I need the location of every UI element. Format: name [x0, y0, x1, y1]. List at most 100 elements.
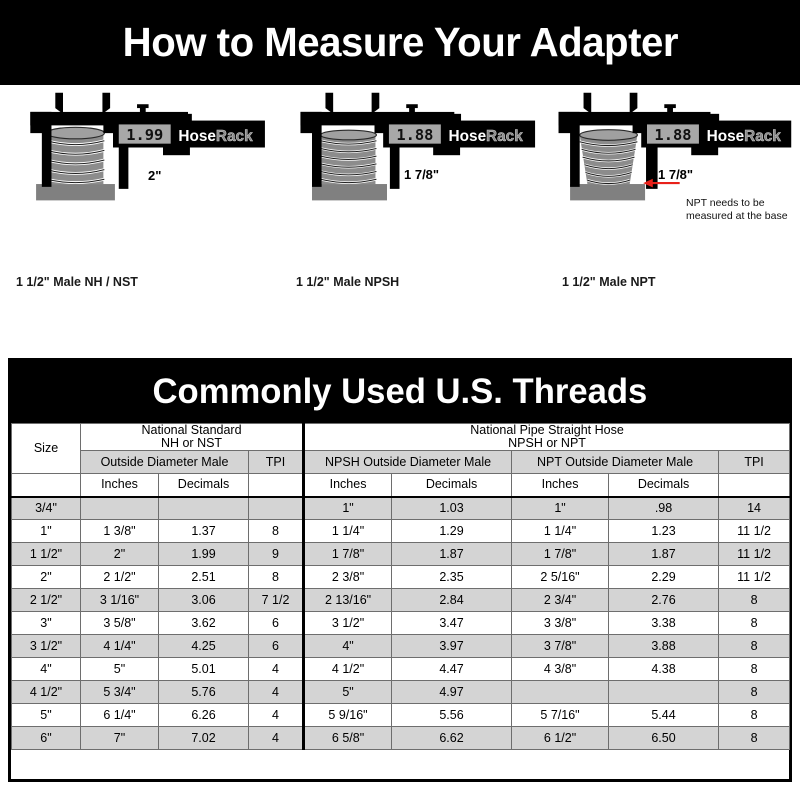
cell-nh-in: 1 3/8"	[80, 519, 159, 543]
brand-secondary: Rack	[744, 128, 781, 145]
header-npsh-od: NPSH Outside Diameter Male	[302, 450, 513, 474]
cell-npt-tpi: 11 1/2	[718, 565, 791, 589]
threads-table-section: Commonly Used U.S. Threads Size National…	[8, 358, 792, 782]
npt-note-line-2: measured at the base	[686, 210, 788, 222]
cell-size: 3"	[11, 611, 81, 635]
cell-npsh-dec: 2.84	[391, 588, 513, 612]
cell-size: 2 1/2"	[11, 588, 81, 612]
cell-nh-dec: 7.02	[158, 726, 249, 750]
header-npsh-decimals: Decimals	[391, 473, 513, 497]
table-row: 2" 2 1/2" 2.51 8 2 3/8" 2.35 2 5/16" 2.29 11 1/2	[11, 565, 791, 589]
cell-nh-in	[80, 495, 159, 520]
cell-npsh-in: 5 9/16"	[302, 703, 393, 727]
cell-npt-in: 6 1/2"	[511, 726, 610, 750]
cell-npt-tpi: 8	[718, 634, 791, 658]
header-group-nh: National Standard NH or NST	[79, 423, 305, 451]
measurement-label-nh-nst: 2"	[148, 168, 162, 183]
cell-nh-tpi: 6	[247, 611, 305, 635]
cell-nh-in: 7"	[80, 726, 159, 750]
cell-npsh-in: 5"	[302, 680, 393, 704]
cell-nh-tpi: 4	[247, 680, 305, 704]
cell-npt-in: 3 3/8"	[511, 611, 610, 635]
cell-npsh-in: 6 5/8"	[302, 726, 393, 750]
caption-npt: 1 1/2" Male NPT	[562, 275, 656, 289]
cell-size: 4"	[11, 657, 81, 681]
cell-nh-in: 3 1/16"	[80, 588, 159, 612]
cell-npt-dec: 3.38	[608, 611, 720, 635]
cell-npt-dec: 2.29	[608, 565, 720, 589]
cell-npt-in: 2 5/16"	[511, 565, 610, 589]
cell-nh-tpi: 8	[247, 519, 305, 543]
cell-size: 6"	[11, 726, 81, 750]
table-row: 3/4" 1" 1.03 1" .98 14	[11, 495, 791, 520]
cell-npt-tpi: 8	[718, 611, 791, 635]
npt-note-line-1: NPT needs to be	[686, 197, 765, 209]
cell-npt-tpi: 11 1/2	[718, 519, 791, 543]
cell-npt-tpi: 8	[718, 588, 791, 612]
caliper-illustration-nh-nst: 1.99 Hose Rack	[30, 92, 265, 201]
table-row: 3" 3 5/8" 3.62 6 3 1/2" 3.47 3 3/8" 3.38 8	[11, 611, 791, 635]
table-row: 3 1/2" 4 1/4" 4.25 6 4" 3.97 3 7/8" 3.88 8	[11, 634, 791, 658]
table-subheader-row: Outside Diameter Male TPI NPSH Outside D…	[12, 450, 791, 474]
cell-nh-dec	[158, 495, 249, 520]
cell-size: 3 1/2"	[11, 634, 81, 658]
cell-npt-tpi: 8	[718, 657, 791, 681]
table-unit-row: Inches Decimals Inches Decimals Inches D…	[11, 473, 791, 497]
cell-npt-dec: 1.87	[608, 542, 720, 566]
cell-npsh-dec: 3.97	[391, 634, 513, 658]
cell-nh-in: 5 3/4"	[80, 680, 159, 704]
header-group-npsh: National Pipe Straight Hose NPSH or NPT	[302, 423, 791, 451]
header-npt-inches: Inches	[511, 473, 610, 497]
threads-table: Size National Standard NH or NST Nationa…	[11, 423, 791, 750]
cell-nh-in: 5"	[80, 657, 159, 681]
cell-npsh-dec: 4.97	[391, 680, 513, 704]
cell-npsh-dec: 4.47	[391, 657, 513, 681]
cell-nh-tpi: 9	[247, 542, 305, 566]
cell-npt-dec: 2.76	[608, 588, 720, 612]
header-npt-tpi-blank	[718, 473, 791, 497]
cell-npt-dec: 4.38	[608, 657, 720, 681]
cell-npsh-in: 3 1/2"	[302, 611, 393, 635]
cell-npt-in: 2 3/4"	[511, 588, 610, 612]
table-row: 2 1/2" 3 1/16" 3.06 7 1/2 2 13/16" 2.84 2 3/4"…	[11, 588, 791, 612]
cell-npt-in	[511, 680, 610, 704]
cell-npsh-in: 2 13/16"	[302, 588, 393, 612]
cell-nh-tpi: 4	[247, 657, 305, 681]
diagram-npt: 1.88 Hose Rack 1 7/8" NPT needs to be me…	[538, 85, 800, 350]
measurement-label-npsh: 1 7/8"	[404, 167, 440, 182]
cell-nh-dec: 6.26	[158, 703, 249, 727]
table-title-bar: Commonly Used U.S. Threads	[11, 361, 789, 423]
brand-primary: Hose	[707, 128, 745, 145]
cell-npt-dec: 1.23	[608, 519, 720, 543]
cell-nh-dec: 3.06	[158, 588, 249, 612]
cell-npt-dec: 5.44	[608, 703, 720, 727]
cell-size: 1 1/2"	[11, 542, 81, 566]
cell-npt-dec: 3.88	[608, 634, 720, 658]
header-npt-tpi: TPI	[718, 450, 791, 474]
cell-nh-in: 4 1/4"	[80, 634, 159, 658]
cell-nh-tpi: 4	[247, 703, 305, 727]
header-npt-decimals: Decimals	[608, 473, 720, 497]
cell-nh-in: 2"	[80, 542, 159, 566]
cell-npt-in: 4 3/8"	[511, 657, 610, 681]
caliper-diagrams-section: 1.99 Hose Rack 2" 1 1/2" Male NH / NST	[0, 85, 800, 350]
cell-size: 2"	[11, 565, 81, 589]
cell-npsh-in: 4 1/2"	[302, 657, 393, 681]
cell-npsh-dec: 5.56	[391, 703, 513, 727]
brand-primary: Hose	[178, 128, 216, 145]
header-nh-inches: Inches	[80, 473, 159, 497]
page-title: How to Measure Your Adapter	[122, 19, 678, 65]
page-title-bar: How to Measure Your Adapter	[0, 0, 800, 85]
thread-stack	[46, 126, 105, 185]
caption-npsh: 1 1/2" Male NPSH	[296, 275, 400, 289]
cell-npsh-in: 1 1/4"	[302, 519, 393, 543]
cell-nh-dec: 1.99	[158, 542, 249, 566]
header-npsh-inches: Inches	[302, 473, 393, 497]
header-unit-blank	[11, 473, 81, 497]
table-title: Commonly Used U.S. Threads	[152, 372, 648, 411]
diagram-nh-nst: 1.99 Hose Rack 2" 1 1/2" Male NH / NST	[4, 85, 272, 350]
caliper-illustration-npsh: 1.88 Hose Rack	[300, 92, 536, 201]
cell-npsh-dec: 3.47	[391, 611, 513, 635]
cell-npsh-dec: 6.62	[391, 726, 513, 750]
